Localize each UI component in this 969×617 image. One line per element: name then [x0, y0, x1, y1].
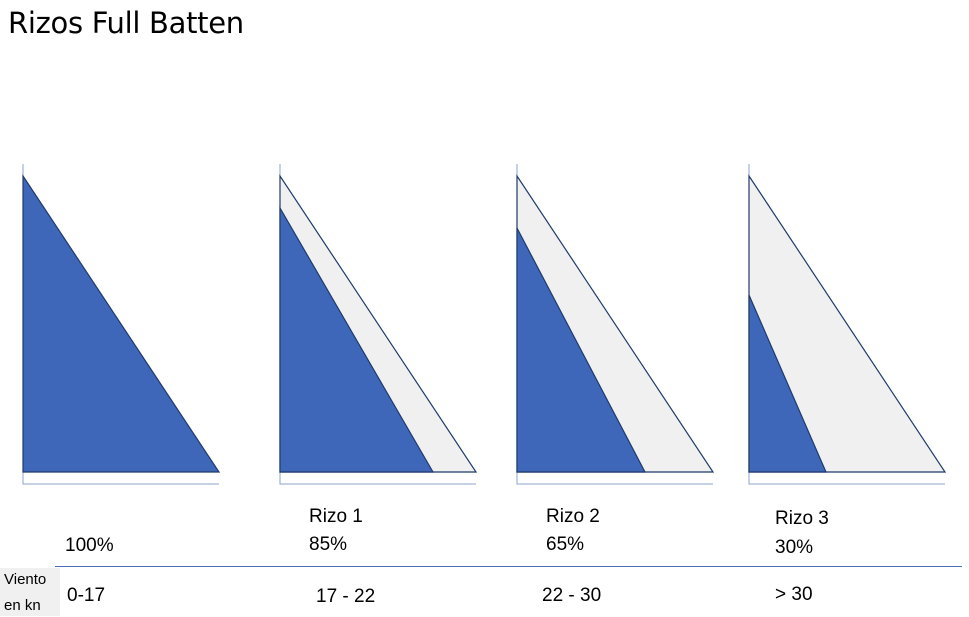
percent-rizo-1: 85% [309, 533, 347, 557]
rizo-3-label: Rizo 3 [775, 507, 829, 531]
sail-rizo-1 [280, 164, 476, 484]
wind-rizo-3: > 30 [775, 583, 813, 607]
percent-full: 100% [65, 534, 114, 558]
sail-rizo-2 [517, 164, 713, 484]
sail-rizo-3 [749, 164, 945, 484]
wind-label-line-1: Viento [4, 571, 46, 589]
sail-full [23, 164, 219, 484]
percent-rizo-3: 30% [775, 536, 813, 560]
sail-rizo-1-area [280, 208, 433, 472]
wind-row-label: Viento en kn [0, 568, 60, 616]
wind-rizo-1: 17 - 22 [316, 585, 375, 609]
wind-rizo-2: 22 - 30 [542, 584, 601, 608]
percent-rizo-2: 65% [546, 533, 584, 557]
row-separator [55, 566, 962, 567]
wind-label-line-2: en kn [4, 597, 41, 615]
rizo-1-label: Rizo 1 [309, 505, 363, 529]
wind-full: 0-17 [67, 584, 105, 608]
sail-full-area [23, 176, 219, 472]
rizo-2-label: Rizo 2 [546, 505, 600, 529]
